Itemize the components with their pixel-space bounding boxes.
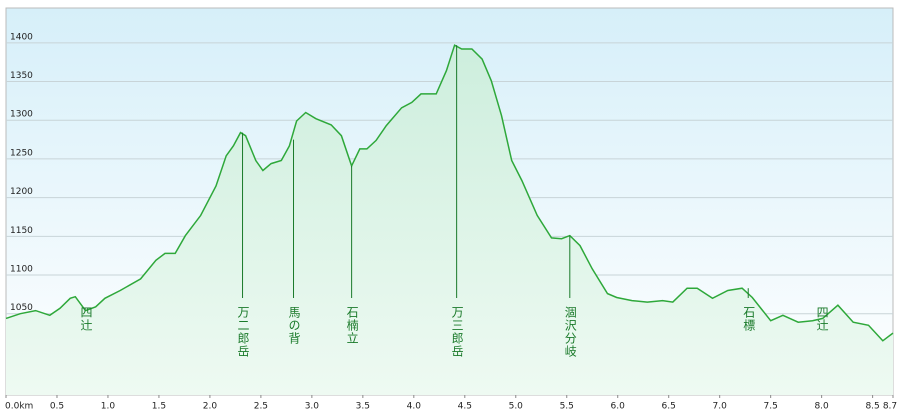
annotation-label: 馬の背 bbox=[287, 306, 301, 345]
y-tick-label: 1300 bbox=[10, 110, 33, 120]
x-tick-label: 2.5 bbox=[254, 402, 268, 412]
x-tick-label: 5.0 bbox=[509, 402, 524, 412]
x-tick-label: 7.0 bbox=[713, 402, 728, 412]
annotation-label: 万三郎岳 bbox=[450, 306, 464, 358]
y-tick-label: 1350 bbox=[10, 71, 33, 81]
annotation-label: 四辻 bbox=[815, 306, 829, 332]
x-tick-label: 4.0 bbox=[407, 402, 422, 412]
x-tick-label: 3.5 bbox=[356, 402, 370, 412]
y-tick-label: 1400 bbox=[10, 32, 33, 42]
x-tick-label: 7.5 bbox=[763, 402, 777, 412]
annotation-label: 石楠立 bbox=[345, 306, 359, 345]
x-tick-label: 8.0 bbox=[814, 402, 829, 412]
annotation-label: 涸沢分岐 bbox=[563, 306, 577, 358]
y-tick-label: 1200 bbox=[10, 187, 33, 197]
x-tick-label: 6.0 bbox=[611, 402, 626, 412]
y-tick-label: 1050 bbox=[10, 303, 33, 313]
x-tick-label: 1.0 bbox=[101, 402, 116, 412]
annotation-label: 石標 bbox=[742, 306, 756, 332]
x-tick-label: 4.5 bbox=[458, 402, 472, 412]
x-tick-label: 0.0km bbox=[5, 402, 33, 412]
annotation-label: 四辻 bbox=[79, 306, 93, 332]
x-tick-label: 1.5 bbox=[152, 402, 166, 412]
y-tick-label: 1100 bbox=[10, 265, 33, 275]
x-tick-label: 5.5 bbox=[560, 402, 574, 412]
y-tick-label: 1150 bbox=[10, 226, 33, 236]
y-tick-label: 1250 bbox=[10, 148, 33, 158]
profile-line bbox=[5, 44, 894, 342]
annotation-label: 万二郎岳 bbox=[236, 306, 250, 358]
x-tick-label: 0.5 bbox=[50, 402, 64, 412]
x-tick-label: 6.5 bbox=[662, 402, 676, 412]
x-tick-label: 2.0 bbox=[203, 402, 218, 412]
area bbox=[6, 45, 893, 395]
x-tick-label: 8.5 bbox=[865, 402, 879, 412]
x-tick-label: 8.7 bbox=[883, 402, 897, 412]
x-tick-label: 3.0 bbox=[305, 402, 320, 412]
